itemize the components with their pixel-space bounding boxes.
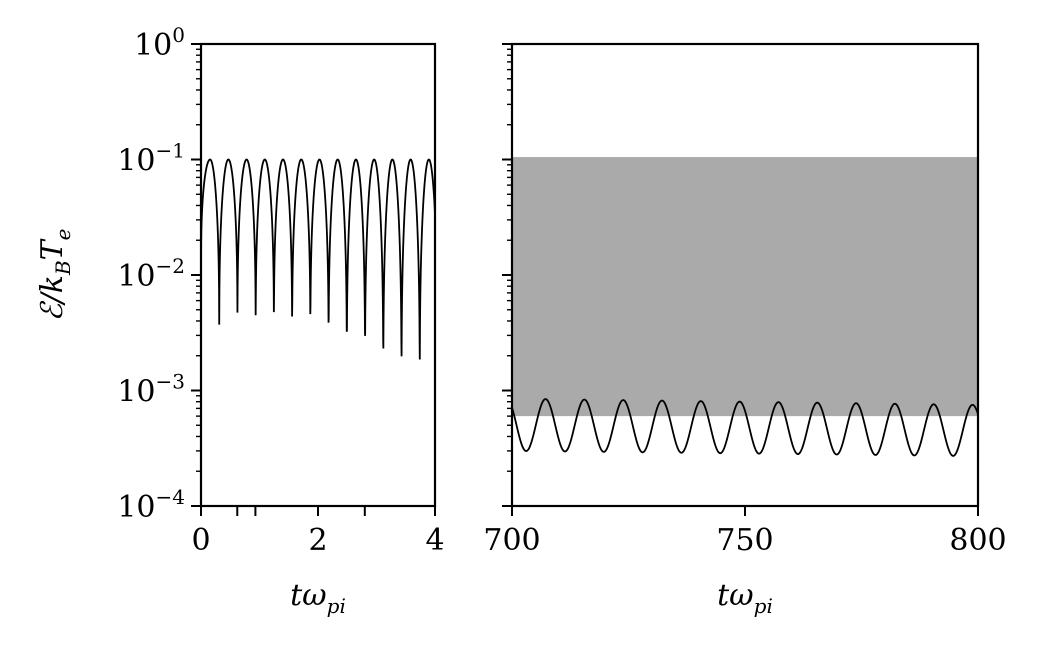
- left-panel: 100 10−1 10−2 10−3 10−40 2 4: [117, 23, 444, 558]
- left-x-axis-label-sub: pi: [327, 594, 346, 618]
- right-series-line: [511, 398, 979, 457]
- y-tick-label: 10−4: [117, 485, 185, 525]
- right-plot-area: [511, 157, 979, 457]
- y-axis-label-sub1: B: [51, 260, 75, 276]
- y-axis-label-main: ℰ/k: [35, 275, 70, 321]
- right-x-axis-label-main: tω: [717, 578, 754, 613]
- y-tick-label: 100: [134, 23, 185, 63]
- left-plot-area: [200, 158, 436, 360]
- x-tick-label: 700: [483, 523, 540, 558]
- y-tick-label: 10−3: [117, 370, 185, 410]
- right-x-axis-label: tωpi: [717, 578, 773, 618]
- y-axis-label-mid: T: [35, 238, 70, 260]
- right-ticks: 700 750 800: [483, 43, 1007, 558]
- right-panel: 700 750 800: [483, 42, 1007, 558]
- y-tick-label: 10−2: [117, 254, 185, 294]
- x-tick-label: 750: [716, 523, 773, 558]
- y-axis-label: ℰ/kBTe: [35, 228, 75, 321]
- x-tick-label: 4: [425, 523, 444, 558]
- right-x-axis-label-sub: pi: [754, 594, 773, 618]
- left-series-line: [200, 158, 436, 360]
- y-tick-label: 10−1: [117, 139, 185, 179]
- left-x-axis-label-main: tω: [290, 578, 327, 613]
- left-x-axis-label: tωpi: [290, 578, 346, 618]
- left-ticks: 100 10−1 10−2 10−3 10−40 2 4: [117, 23, 444, 558]
- shaded-band: [512, 157, 978, 417]
- x-tick-label: 2: [308, 523, 327, 558]
- x-tick-label: 0: [191, 523, 210, 558]
- x-tick-label: 800: [949, 523, 1006, 558]
- y-axis-label-sub2: e: [51, 228, 75, 240]
